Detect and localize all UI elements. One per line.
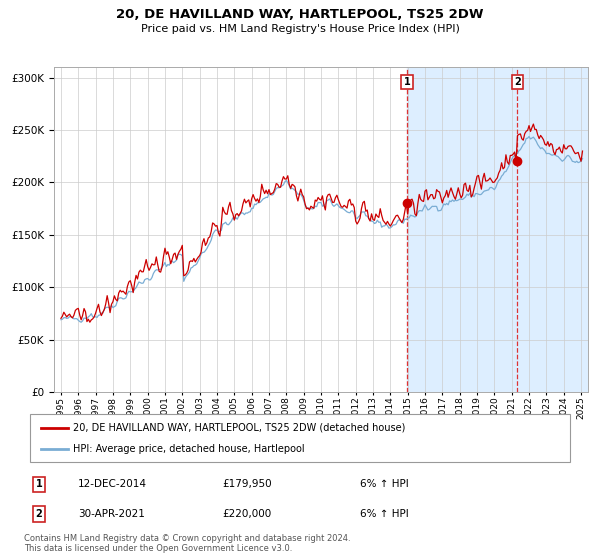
Text: 30-APR-2021: 30-APR-2021 [78, 509, 145, 519]
Text: 1: 1 [35, 479, 43, 489]
Text: £179,950: £179,950 [222, 479, 272, 489]
Text: 12-DEC-2014: 12-DEC-2014 [78, 479, 147, 489]
Text: Price paid vs. HM Land Registry's House Price Index (HPI): Price paid vs. HM Land Registry's House … [140, 24, 460, 34]
Bar [517, 67, 588, 392]
Text: 20, DE HAVILLAND WAY, HARTLEPOOL, TS25 2DW (detached house): 20, DE HAVILLAND WAY, HARTLEPOOL, TS25 2… [73, 423, 406, 433]
Text: Contains HM Land Registry data © Crown copyright and database right 2024.
This d: Contains HM Land Registry data © Crown c… [24, 534, 350, 553]
Text: 2: 2 [514, 77, 521, 87]
Text: 1: 1 [403, 77, 410, 87]
Text: HPI: Average price, detached house, Hartlepool: HPI: Average price, detached house, Hart… [73, 444, 305, 454]
Text: £220,000: £220,000 [222, 509, 271, 519]
Text: 2: 2 [35, 509, 43, 519]
Bar [407, 67, 517, 392]
Text: 6% ↑ HPI: 6% ↑ HPI [360, 509, 409, 519]
Text: 6% ↑ HPI: 6% ↑ HPI [360, 479, 409, 489]
FancyBboxPatch shape [30, 414, 570, 462]
Text: 20, DE HAVILLAND WAY, HARTLEPOOL, TS25 2DW: 20, DE HAVILLAND WAY, HARTLEPOOL, TS25 2… [116, 8, 484, 21]
